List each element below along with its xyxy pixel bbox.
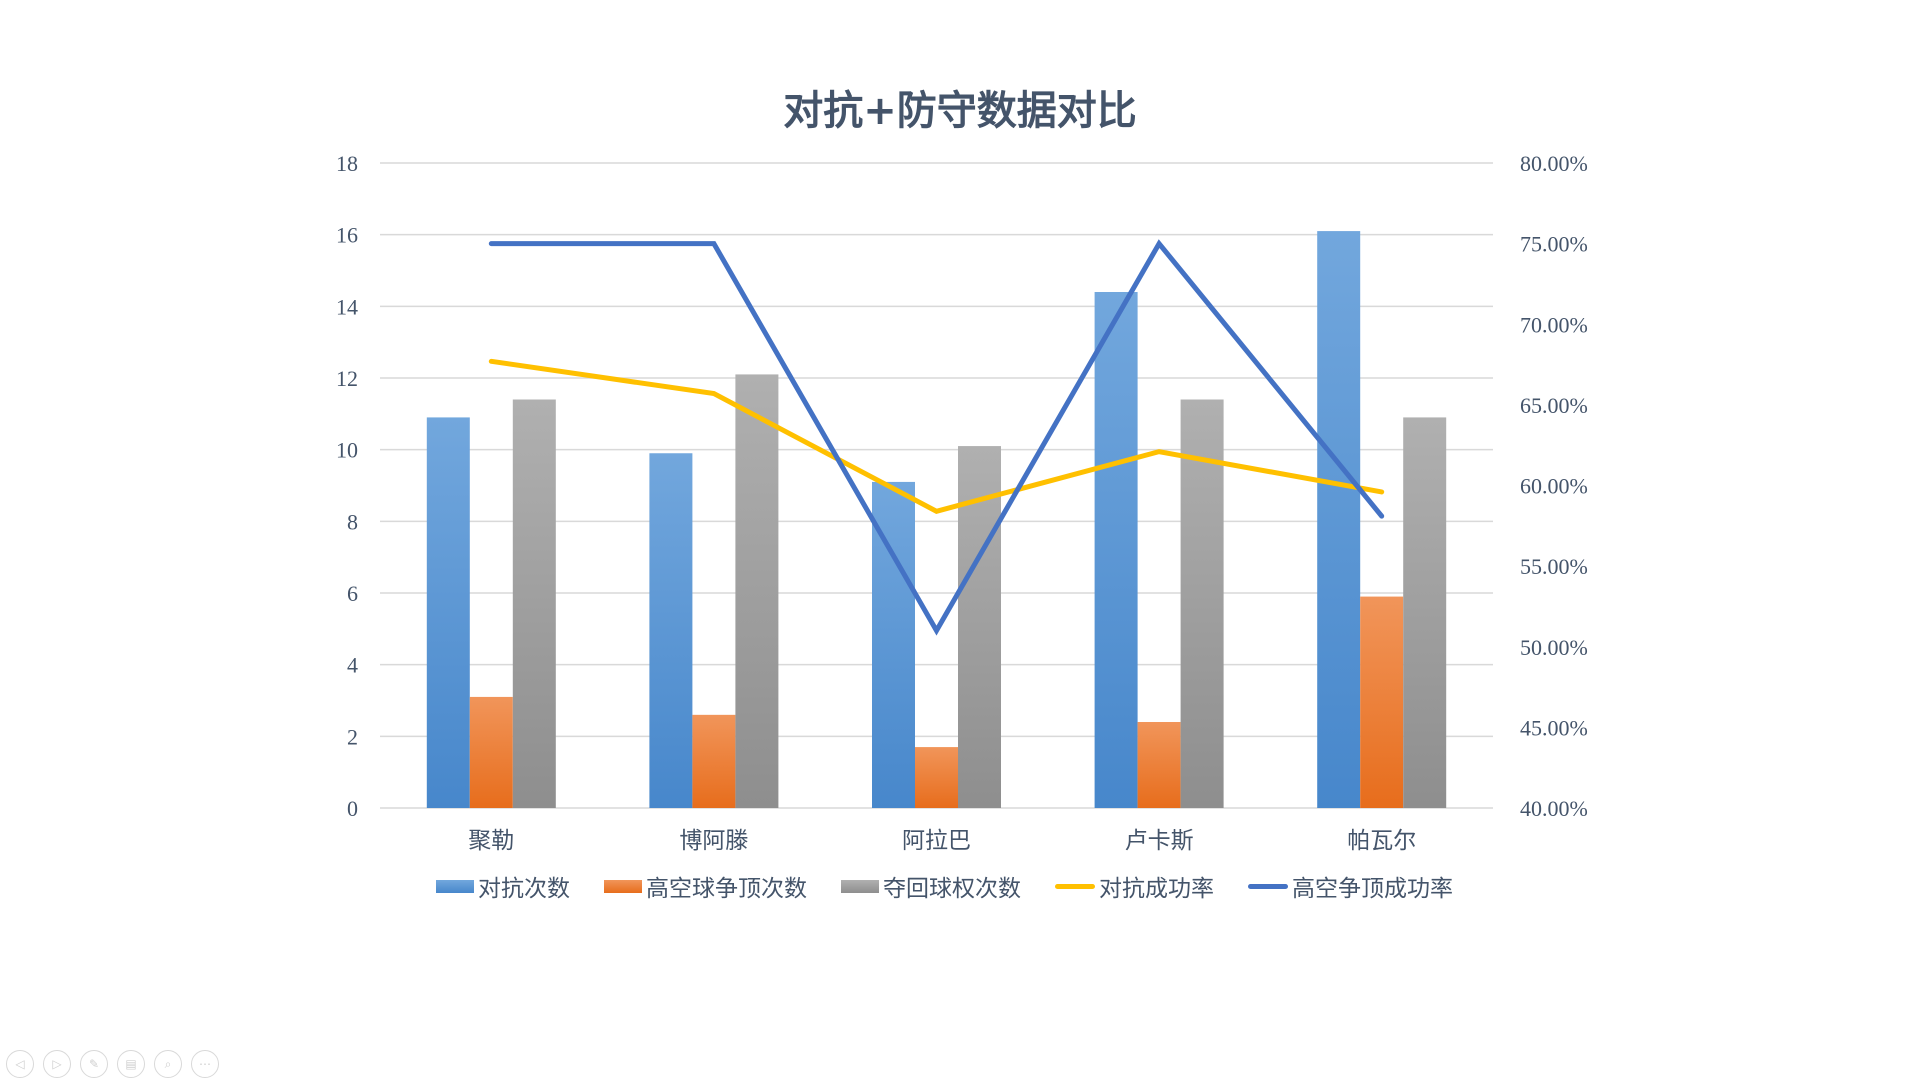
legend-item[interactable]: 对抗次数 (436, 869, 570, 903)
y-right-tick-label: 65.00% (1520, 393, 1588, 418)
y-left-tick-label: 2 (347, 724, 358, 749)
y-left-tick-label: 12 (336, 366, 358, 391)
chart-title: 对抗+防守数据对比 (783, 88, 1137, 134)
bar-1[interactable] (872, 481, 915, 808)
x-category-label: 聚勒 (468, 828, 514, 854)
bar-2[interactable] (1137, 722, 1181, 808)
bar-3[interactable] (958, 446, 1001, 808)
bar-1[interactable] (1094, 292, 1138, 808)
legend-item[interactable]: 对抗成功率 (1055, 869, 1214, 903)
y-right-tick-label: 50.00% (1520, 635, 1588, 660)
bar-2[interactable] (915, 747, 958, 808)
bar-3[interactable] (1180, 399, 1224, 809)
bar-1[interactable] (426, 417, 470, 808)
prev-slide-button[interactable]: ◁ (6, 1050, 34, 1078)
y-left-tick-label: 4 (347, 653, 358, 678)
legend-bar-swatch-icon (436, 879, 474, 893)
next-slide-icon: ▷ (52, 1057, 62, 1071)
bar-2[interactable] (469, 696, 513, 808)
y-left-tick-label: 10 (336, 438, 358, 463)
legend-item[interactable]: 夺回球权次数 (841, 869, 1021, 903)
legend-line-swatch-icon (1248, 883, 1288, 889)
y-left-tick-label: 18 (336, 151, 358, 176)
legend-line-swatch-icon (1055, 883, 1095, 889)
legend-label: 高空球争顶次数 (646, 876, 807, 902)
y-right-tick-label: 70.00% (1520, 312, 1588, 337)
prev-slide-icon: ◁ (15, 1057, 25, 1071)
x-category-label: 阿拉巴 (902, 828, 971, 854)
y-left-tick-label: 8 (347, 509, 358, 534)
bar-1[interactable] (1317, 231, 1361, 809)
legend-label: 对抗次数 (478, 876, 570, 902)
y-left-tick-label: 0 (347, 796, 358, 821)
y-right-tick-label: 60.00% (1520, 474, 1588, 499)
x-category-label: 博阿滕 (679, 828, 748, 854)
legend-label: 对抗成功率 (1099, 876, 1214, 902)
bar-2[interactable] (692, 714, 736, 808)
bar-1[interactable] (649, 453, 693, 808)
legend-label: 夺回球权次数 (883, 876, 1021, 902)
legend-label: 高空争顶成功率 (1292, 876, 1453, 902)
legend-bar-swatch-icon (841, 879, 879, 893)
y-right-tick-label: 45.00% (1520, 715, 1588, 740)
bar-3[interactable] (735, 374, 779, 808)
zoom-icon: ⌕ (164, 1056, 172, 1071)
y-right-tick-label: 80.00% (1520, 151, 1588, 176)
slideshow-toolbar: ◁ ▷ ✎ ▤ ⌕ ⋯ (6, 1050, 219, 1078)
next-slide-button[interactable]: ▷ (43, 1050, 71, 1078)
y-right-tick-label: 55.00% (1520, 554, 1588, 579)
slides-button[interactable]: ▤ (117, 1050, 145, 1078)
y-left-tick-label: 6 (347, 581, 358, 606)
x-category-label: 帕瓦尔 (1347, 828, 1416, 854)
bar-3[interactable] (1403, 417, 1447, 808)
bar-3[interactable] (512, 399, 556, 809)
pen-button[interactable]: ✎ (80, 1050, 108, 1078)
chart-legend: 对抗次数 高空球争顶次数 夺回球权次数 对抗成功率 高空争顶成功率 (436, 869, 1453, 903)
zoom-button[interactable]: ⌕ (154, 1050, 182, 1078)
legend-item[interactable]: 高空争顶成功率 (1248, 869, 1453, 903)
more-button[interactable]: ⋯ (191, 1050, 219, 1078)
bar-2[interactable] (1360, 596, 1404, 808)
y-left-tick-label: 16 (336, 223, 358, 248)
more-icon: ⋯ (199, 1057, 211, 1071)
slides-icon: ▤ (125, 1057, 137, 1071)
line-series-1[interactable] (488, 358, 1385, 514)
y-right-tick-label: 40.00% (1520, 796, 1588, 821)
pen-icon: ✎ (88, 1057, 100, 1071)
line-series-2[interactable] (488, 239, 1385, 636)
y-left-tick-label: 14 (336, 294, 358, 319)
legend-item[interactable]: 高空球争顶次数 (604, 869, 807, 903)
y-right-tick-label: 75.00% (1520, 232, 1588, 257)
x-category-label: 卢卡斯 (1125, 828, 1194, 854)
legend-bar-swatch-icon (604, 879, 642, 893)
